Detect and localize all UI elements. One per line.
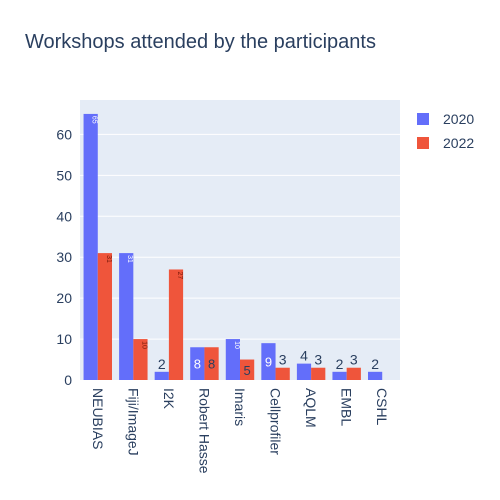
data-label: 65 — [91, 116, 98, 124]
data-label: 2 — [336, 356, 344, 372]
bar[interactable] — [133, 339, 148, 380]
legend-label-2020: 2020 — [443, 111, 475, 127]
x-tick-label: Robert Hasse — [196, 388, 212, 474]
data-label: 10 — [233, 341, 240, 349]
bar[interactable] — [83, 113, 98, 381]
y-tick-label: 10 — [56, 331, 72, 347]
x-tick-label: Imaris — [232, 388, 248, 426]
bar[interactable] — [154, 371, 169, 380]
x-tick-label: CSHL — [374, 388, 390, 426]
data-label: 2 — [158, 356, 166, 372]
data-label: 27 — [176, 271, 183, 279]
legend-item-2020[interactable]: 2020 — [417, 107, 474, 131]
x-tick-label: Fiji/ImageJ — [125, 388, 141, 456]
bar[interactable] — [168, 269, 184, 380]
chart-title: Workshops attended by the participants — [25, 31, 376, 53]
bar[interactable] — [296, 363, 312, 380]
x-tick-label: EMBL — [339, 388, 355, 426]
bar[interactable] — [275, 367, 290, 380]
legend-swatch-2020 — [417, 113, 429, 125]
x-tick-label: Cellprofiler — [268, 388, 284, 455]
y-tick-label: 60 — [56, 126, 72, 142]
data-label: 8 — [208, 357, 215, 372]
bar[interactable] — [190, 347, 205, 380]
bar[interactable] — [204, 347, 219, 380]
bar[interactable] — [240, 359, 255, 380]
data-label: 3 — [350, 352, 358, 368]
data-label: 4 — [300, 348, 308, 364]
y-tick-label: 30 — [56, 249, 72, 265]
data-label: 31 — [126, 255, 133, 263]
bar[interactable] — [332, 371, 347, 380]
x-tick-label: I2K — [161, 388, 177, 410]
data-label: 9 — [265, 355, 272, 370]
data-label: 3 — [279, 352, 287, 368]
y-tick-label: 40 — [56, 208, 72, 224]
bar[interactable] — [346, 367, 361, 380]
data-label: 31 — [105, 255, 112, 263]
bar[interactable] — [261, 343, 276, 380]
legend-label-2022: 2022 — [443, 135, 475, 151]
legend[interactable]: 2020 2022 — [417, 107, 474, 155]
bar[interactable] — [311, 367, 326, 380]
x-axis-ticks: NEUBIAS Fiji/ImageJ I2K Robert Hasse Imaris C… — [90, 388, 390, 474]
bar[interactable] — [368, 371, 383, 380]
y-tick-label: 20 — [56, 290, 72, 306]
y-tick-label: 50 — [56, 167, 72, 183]
data-label: 2 — [371, 356, 379, 372]
legend-item-2022[interactable]: 2022 — [417, 131, 474, 155]
data-label: 5 — [243, 363, 250, 378]
y-tick-label: 0 — [64, 372, 72, 388]
data-label: 3 — [314, 352, 322, 368]
bar[interactable] — [119, 253, 134, 380]
data-label: 10 — [140, 341, 147, 349]
x-tick-label: NEUBIAS — [90, 388, 106, 449]
bar[interactable] — [97, 253, 112, 380]
bar[interactable] — [225, 339, 240, 380]
data-labels: 65 31 2 8 10 9 4 2 2 31 10 27 8 5 3 3 3 — [91, 116, 380, 378]
x-tick-label: AQLM — [303, 388, 319, 428]
y-axis-ticks: 0 10 20 30 40 50 60 — [56, 126, 72, 388]
bars — [83, 113, 383, 381]
legend-swatch-2022 — [417, 137, 429, 149]
data-label: 8 — [194, 357, 201, 372]
